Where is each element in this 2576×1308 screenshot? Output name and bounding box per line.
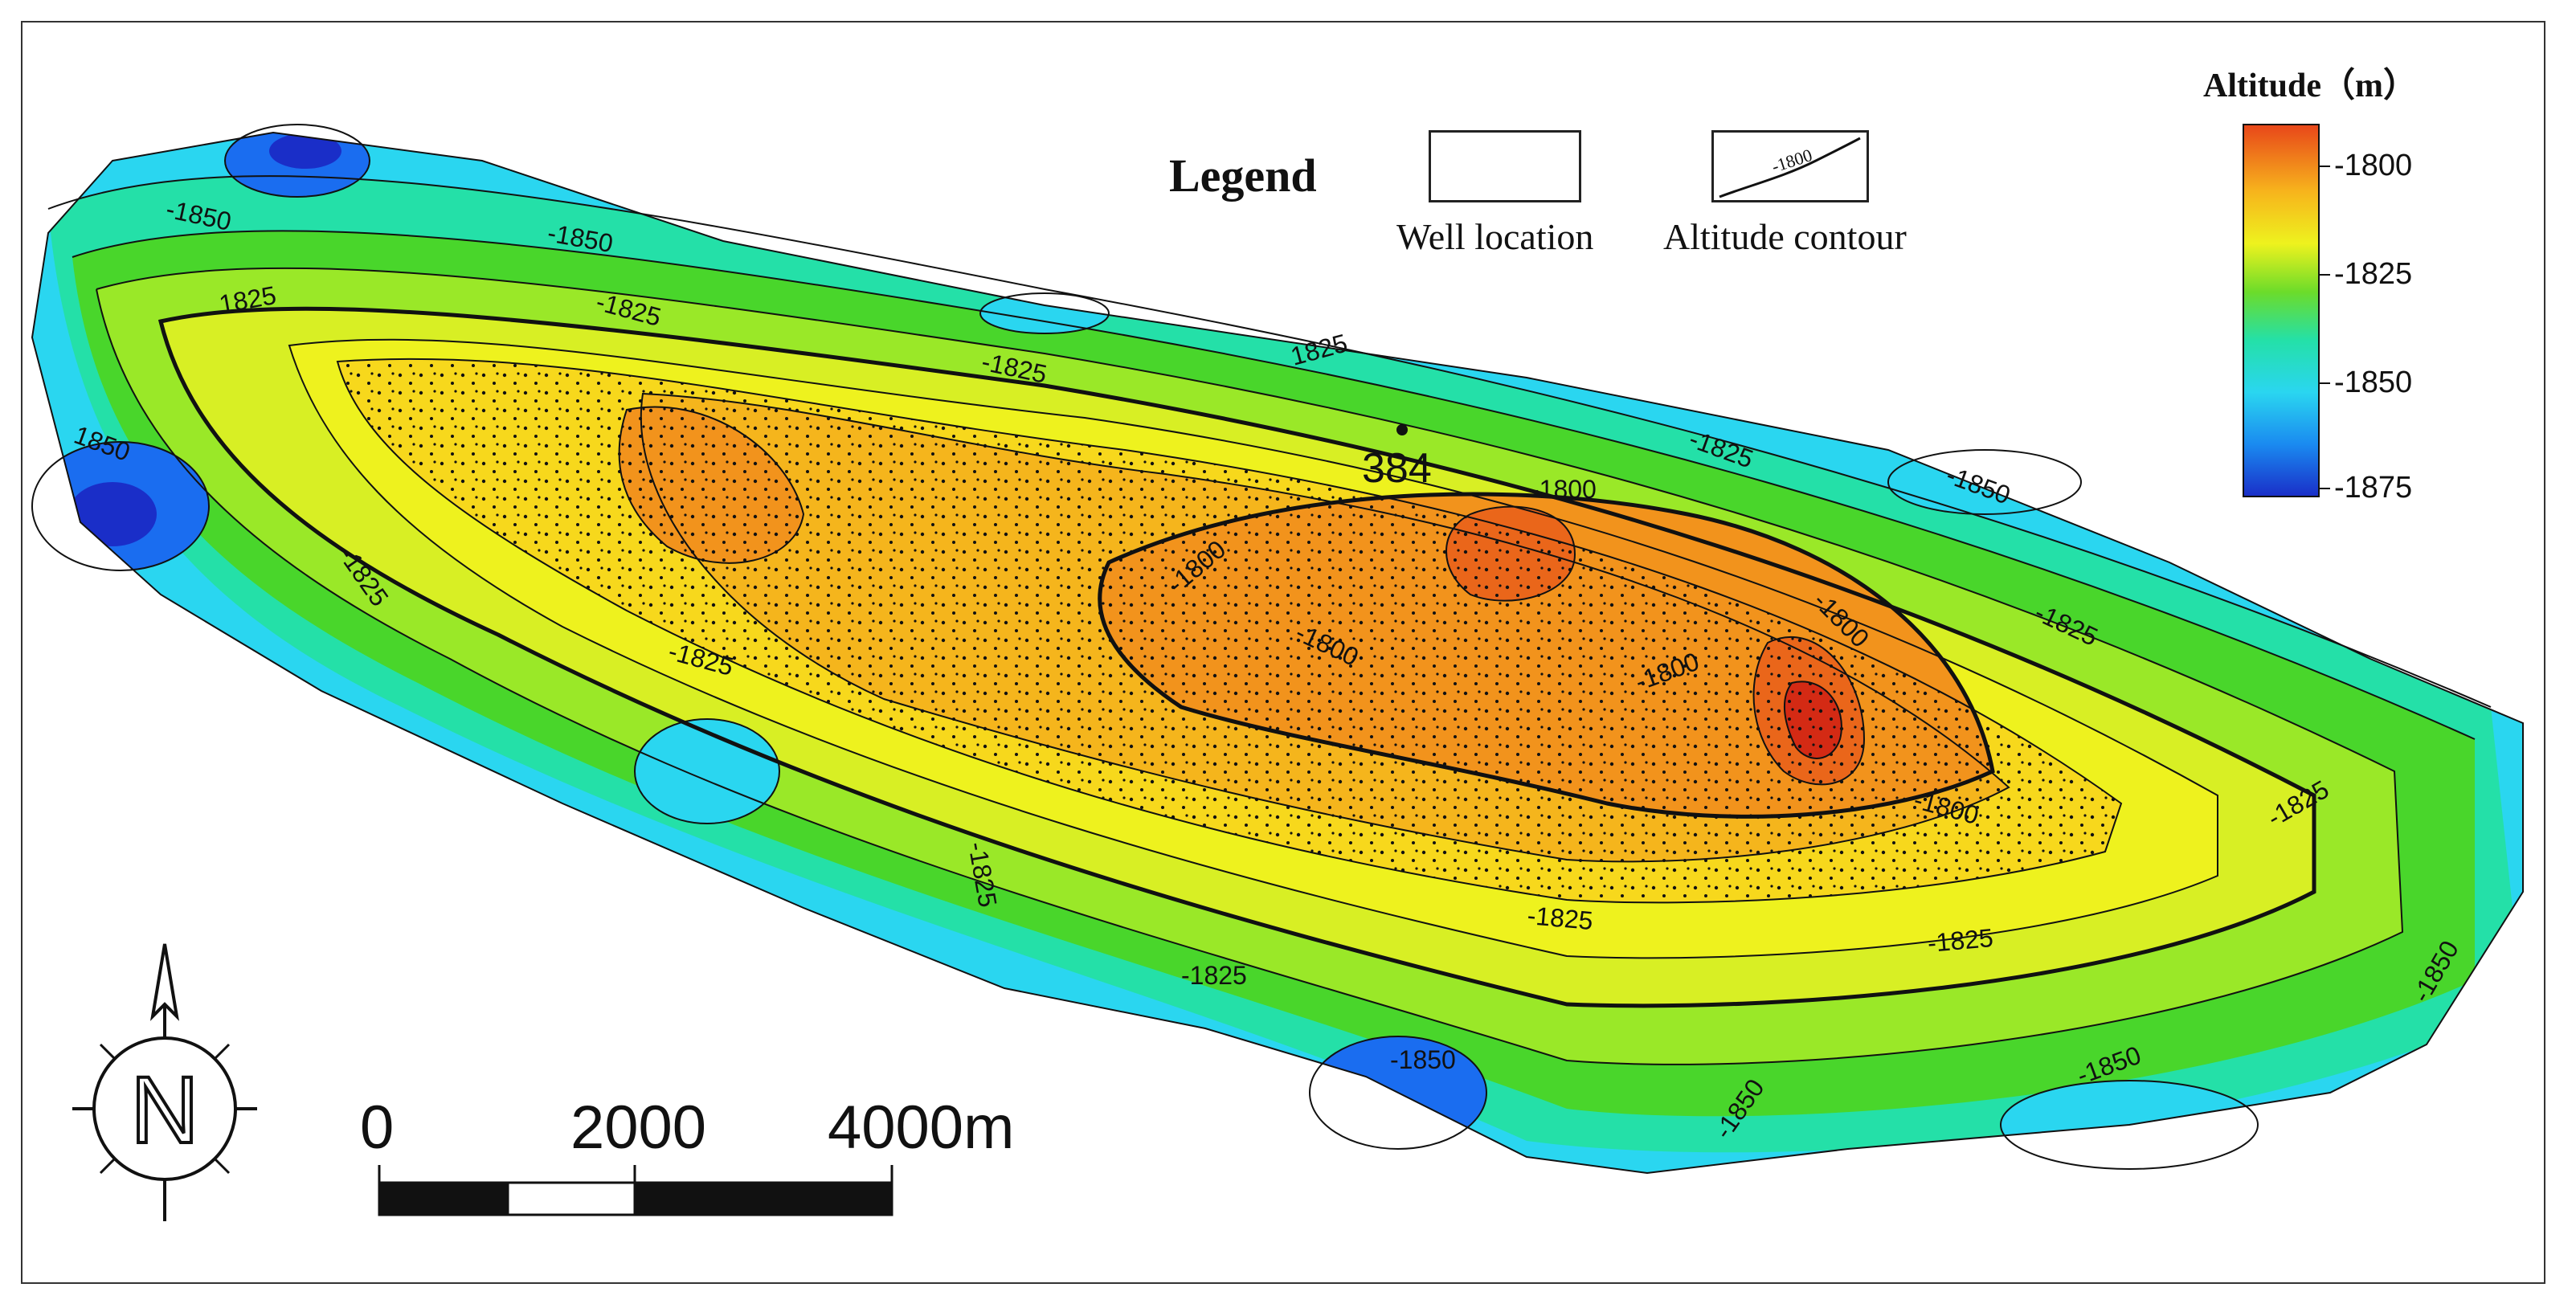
colorbar-gradient xyxy=(2243,124,2320,497)
contour-lines xyxy=(31,124,2524,1175)
altitude-contour-symbol xyxy=(1719,137,1861,198)
scale-bar-segment xyxy=(633,1181,893,1216)
contour-line xyxy=(634,718,780,824)
scale-bar-label: 2000 xyxy=(570,1093,707,1162)
colorbar-tick-label: -1875 xyxy=(2334,471,2413,505)
altitude-contour-label: Altitude contour xyxy=(1663,216,1907,257)
well-384-marker[interactable] xyxy=(1396,424,1408,435)
north-arrow-letter: N xyxy=(130,1057,198,1163)
contour-line xyxy=(618,406,805,564)
north-arrow: N xyxy=(72,943,257,1221)
contour-value-label: -1825 xyxy=(1181,961,1247,990)
contour-line xyxy=(1887,449,2082,515)
low-w-core xyxy=(68,482,157,546)
contour-line xyxy=(2000,1080,2259,1170)
scale-bar-segment xyxy=(506,1181,636,1216)
contour-value-label: -1800 xyxy=(1531,475,1597,504)
contour-value-label: -1850 xyxy=(1390,1045,1456,1074)
colorbar-tick-label: -1825 xyxy=(2334,257,2413,291)
low-sw xyxy=(635,719,779,824)
colorbar xyxy=(2243,124,2330,497)
low-nw-core xyxy=(269,133,341,169)
scale-bar-label: 0 xyxy=(360,1093,395,1162)
legend-title: Legend xyxy=(1169,149,1317,202)
contour-line xyxy=(47,175,2492,708)
contour-line xyxy=(640,392,2010,863)
well-location-legend-box xyxy=(1429,130,1581,202)
colorbar-title: Altitude（m） xyxy=(2203,67,2417,104)
scale-bar-label: 4000m xyxy=(828,1093,1015,1162)
well-384-label: 384 xyxy=(1362,445,1432,492)
contour-line xyxy=(1309,1036,1487,1150)
well-points xyxy=(337,358,2121,903)
colorbar-tick-label: -1800 xyxy=(2334,149,2413,182)
contour-line xyxy=(96,267,2404,1065)
contour-line xyxy=(979,292,1110,334)
scale-bar-segment xyxy=(378,1181,509,1216)
contour-line xyxy=(1752,636,1866,786)
north-arrow-circle xyxy=(92,1036,237,1181)
contour-line xyxy=(1783,681,1842,759)
scale-bar xyxy=(378,1165,893,1216)
region-outline xyxy=(31,131,2524,1175)
altitude-contour-legend-box xyxy=(1711,130,1869,202)
contour-line xyxy=(288,338,2218,959)
contour-line xyxy=(224,124,370,198)
contour-line xyxy=(336,358,2123,904)
colorbar-tick-label: -1850 xyxy=(2334,366,2413,399)
contour-line xyxy=(31,441,210,571)
contour-line-1800 xyxy=(1098,492,1995,819)
well-location-label: Well location xyxy=(1396,216,1594,257)
contour-value-label: -1825 xyxy=(1926,923,1994,958)
contour-line-1825 xyxy=(157,306,2316,1008)
contour-line xyxy=(72,230,2476,740)
contour-line xyxy=(1445,505,1576,602)
contour-value-label: -1825 xyxy=(1526,901,1594,935)
